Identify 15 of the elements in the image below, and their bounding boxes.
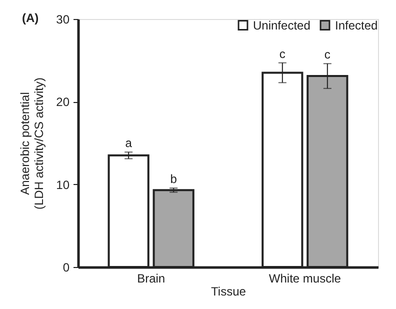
text: (A) <box>22 11 39 25</box>
y-tick-label: 20 <box>56 95 70 110</box>
data-label: c <box>324 48 330 62</box>
y-tick-label: 10 <box>56 178 70 192</box>
x-axis-title: Tissue <box>211 284 246 298</box>
x-tick-label: Brain <box>137 272 166 286</box>
data-label: a <box>125 136 132 150</box>
data-label: b <box>170 172 178 186</box>
y-tick-label: 30 <box>56 12 70 26</box>
legend-label: Uninfected <box>253 18 310 32</box>
legend-label: Infected <box>335 18 378 32</box>
y-axis-title: Anaerobic potential (LDH activity/CS activity) <box>18 77 46 210</box>
x-tick-label: White muscle <box>268 272 342 286</box>
y-tick-label: 0 <box>62 260 70 274</box>
data-label: c <box>279 46 286 61</box>
